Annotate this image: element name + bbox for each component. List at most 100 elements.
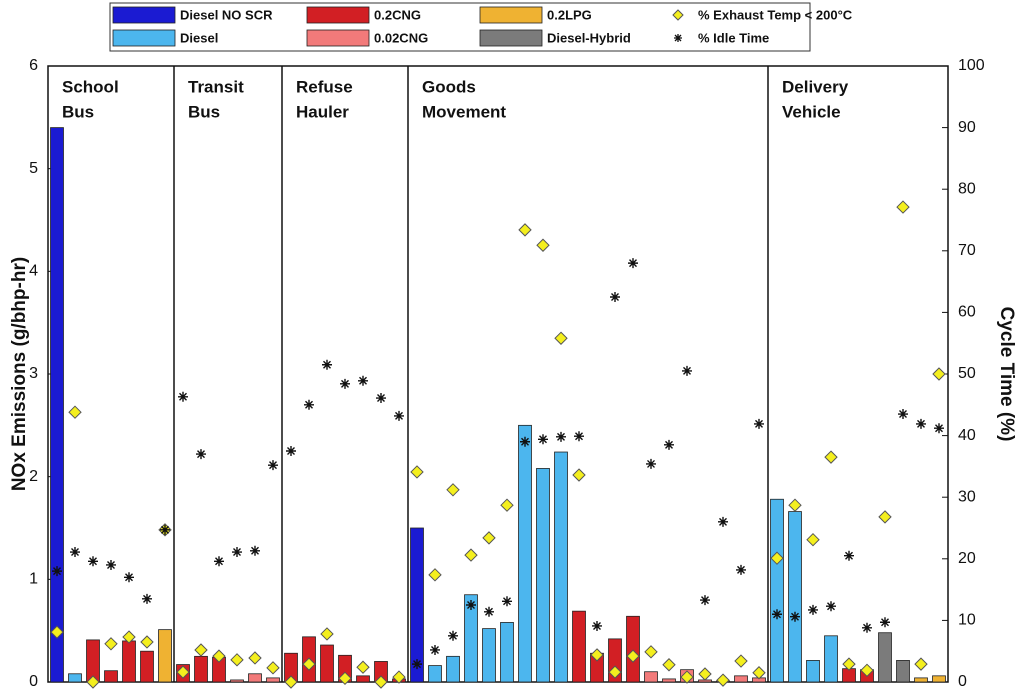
group-label: Vehicle: [782, 102, 841, 121]
legend-swatch: [479, 6, 543, 24]
bar: [878, 632, 892, 683]
star-marker: [808, 604, 818, 615]
diamond-marker: [338, 671, 352, 686]
diamond-marker: [104, 637, 118, 651]
star-marker: [754, 418, 764, 429]
legend-swatch: [672, 9, 684, 21]
star-marker: [412, 659, 422, 670]
diamond-marker: [536, 238, 550, 252]
star-marker: [862, 622, 872, 633]
star-marker: [286, 446, 296, 456]
legend-box: [109, 2, 811, 52]
bar: [482, 628, 496, 683]
star-marker: [250, 545, 260, 556]
y2-tick-label: 60: [958, 304, 976, 321]
bar: [446, 655, 460, 683]
diamond-marker: [392, 670, 406, 684]
bar: [50, 127, 64, 683]
y-tick-label: 5: [29, 160, 38, 177]
star-marker: [268, 460, 278, 471]
star-marker: [142, 593, 152, 604]
bar: [788, 511, 802, 683]
group-label: Movement: [422, 102, 506, 121]
star-marker: [628, 258, 638, 269]
star-marker: [106, 559, 116, 570]
diamond-marker: [788, 498, 802, 512]
bar: [932, 675, 946, 683]
star-marker: [538, 434, 548, 445]
star-marker: [574, 431, 584, 442]
diamond-marker: [806, 532, 820, 547]
legend-label: Diesel: [180, 30, 218, 45]
star-marker: [520, 436, 530, 447]
star-marker: [898, 409, 908, 420]
diamond-marker: [626, 649, 640, 663]
star-marker: [556, 431, 566, 442]
diamond-marker: [734, 654, 748, 668]
star-marker: [484, 606, 494, 617]
diamond-marker: [680, 670, 694, 684]
diamond-marker: [230, 653, 244, 667]
diamond-marker: [428, 568, 442, 582]
star-marker: [88, 556, 98, 567]
diamond-marker: [320, 627, 334, 641]
bar: [320, 644, 334, 683]
diamond-marker: [518, 223, 532, 237]
y-tick-label: 3: [29, 365, 38, 382]
legend-label: 0.2LPG: [547, 7, 592, 22]
diamond-marker: [176, 665, 190, 679]
bar: [518, 424, 532, 683]
star-marker: [448, 630, 458, 641]
bar: [500, 622, 514, 683]
diamond-marker: [662, 658, 676, 672]
group-label: Bus: [188, 102, 220, 121]
group-label: Hauler: [296, 102, 349, 121]
legend-label: Diesel NO SCR: [180, 7, 273, 22]
bar: [410, 527, 424, 683]
star-marker: [466, 600, 476, 610]
group-label: School: [62, 77, 119, 96]
bar: [356, 675, 370, 683]
legend-swatch: [306, 6, 370, 24]
y-axis-title: NOx Emissions (g/bhp-hr): [9, 257, 30, 491]
star-marker: [304, 399, 314, 410]
star-marker: [232, 547, 242, 558]
star-marker: [376, 393, 386, 404]
star-marker: [340, 378, 350, 389]
star-marker: [430, 644, 440, 655]
diamond-marker: [554, 331, 568, 345]
bar: [770, 498, 784, 683]
bar: [554, 451, 568, 683]
legend-swatch: [306, 29, 370, 47]
diamond-marker: [266, 661, 280, 675]
star-marker: [124, 572, 134, 583]
star-marker: [160, 524, 170, 535]
y2-tick-label: 0: [958, 673, 967, 690]
group-label: Delivery: [782, 77, 849, 96]
group-label: Refuse: [296, 77, 353, 96]
y-tick-label: 1: [29, 571, 38, 588]
group-label: Bus: [62, 102, 94, 121]
group-label: Transit: [188, 77, 244, 96]
bar: [464, 594, 478, 683]
legend-label: % Exhaust Temp < 200°C: [698, 7, 853, 22]
legend-label: 0.2CNG: [374, 7, 421, 22]
diamond-marker: [68, 405, 82, 419]
y2-tick-label: 20: [958, 550, 976, 567]
y-tick-label: 2: [29, 468, 38, 485]
diamond-marker: [572, 468, 586, 482]
legend-label: 0.02CNG: [374, 30, 428, 45]
bar: [158, 629, 172, 683]
star-marker: [916, 418, 926, 429]
diamond-marker: [914, 657, 928, 671]
diamond-marker: [716, 673, 730, 687]
bar: [572, 610, 586, 683]
legend-swatch: [112, 6, 176, 24]
diamond-marker: [644, 645, 658, 659]
star-marker: [880, 617, 890, 628]
diamond-marker: [698, 667, 712, 681]
star-marker: [664, 439, 674, 450]
star-marker: [700, 595, 710, 606]
star-marker: [826, 601, 836, 612]
